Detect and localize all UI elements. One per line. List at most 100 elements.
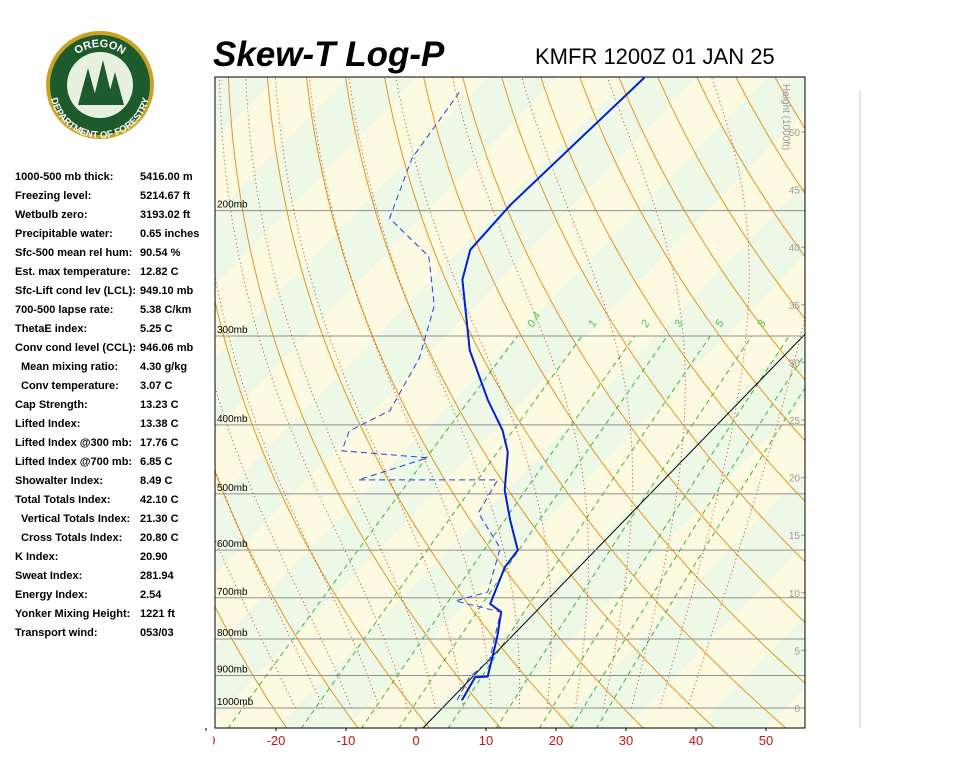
- x-tick-label: 10: [479, 733, 493, 748]
- isotherm-band: [215, 110, 805, 728]
- mixing-ratio-line: [398, 335, 668, 728]
- stat-label: Cap Strength:: [15, 399, 88, 411]
- moist-adiabat: [215, 274, 380, 709]
- stat-value: 5416.00 m: [140, 171, 193, 183]
- isotherm-band: [276, 182, 805, 728]
- mixing-ratio-line: [495, 335, 753, 728]
- chart-subtitle: KMFR 1200Z 01 JAN 25: [535, 44, 775, 69]
- y-tick-label: 1000mb: [217, 697, 254, 708]
- moist-adiabat: [607, 77, 686, 709]
- moist-adiabat: [308, 77, 492, 709]
- mixing-ratio-line: [596, 387, 805, 728]
- stat-label: Freezing level:: [15, 190, 91, 202]
- isotherm-band: [416, 326, 805, 728]
- isotherm-band: [215, 77, 488, 358]
- mixing-ratio-line: [361, 335, 636, 728]
- stat-value: 2.54: [140, 589, 162, 601]
- stat-value: 0.65 inches: [140, 228, 199, 240]
- stat-value: 5.38 C/km: [140, 304, 192, 316]
- profile: [341, 88, 502, 701]
- stat-label: Sweat Index:: [15, 570, 82, 582]
- stat-value: 13.38 C: [140, 418, 179, 430]
- temperature-line: [461, 77, 646, 701]
- stat-value: 6.85 C: [140, 456, 172, 468]
- height-tick-label: 0: [794, 704, 800, 715]
- height-tick-label: 35: [789, 301, 801, 312]
- stat-label: Lifted Index:: [15, 418, 80, 430]
- dry-adiabat: [215, 605, 288, 728]
- moist-adiabat: [348, 77, 521, 708]
- stat-label: 1000-500 mb thick:: [15, 171, 113, 183]
- dry-adiabat: [579, 77, 805, 442]
- plot-background: [215, 77, 960, 729]
- stat-value: 20.80 C: [140, 532, 179, 544]
- stat-value: 5214.67 ft: [140, 190, 190, 202]
- stat-value: 1221 ft: [140, 608, 175, 620]
- stat-value: 053/03: [140, 627, 174, 639]
- mixing-ratio-line: [570, 352, 805, 728]
- y-tick-label: 500mb: [217, 483, 248, 494]
- y-tick-label: 600mb: [217, 539, 248, 550]
- isotherm-band: [696, 615, 805, 728]
- logo-top: OREGON: [72, 38, 127, 57]
- dry-adiabat: [892, 78, 960, 729]
- stat-value: 8.49 C: [140, 475, 172, 487]
- x-tick-label: -10: [337, 733, 356, 748]
- stat-value: 4.30 g/kg: [140, 361, 187, 373]
- height-tick-label: 30: [789, 358, 801, 369]
- stat-label: Cross Totals Index:: [21, 532, 122, 544]
- isotherm-band: [215, 77, 418, 286]
- dry-adiabat: [618, 77, 805, 381]
- height-tick-label: 15: [789, 531, 801, 542]
- isotherm-band: [346, 254, 805, 728]
- dry-adiabat: [540, 77, 805, 502]
- y-tick-label: 200mb: [217, 200, 248, 211]
- stat-label: Yonker Mixing Height:: [15, 608, 130, 620]
- mixing-ratio-label: 1: [586, 318, 599, 329]
- height-tick-label: 10: [789, 589, 801, 600]
- stat-value: 281.94: [140, 570, 175, 582]
- moist-adiabat: [395, 77, 552, 709]
- stat-label: Mean mixing ratio:: [21, 361, 118, 373]
- stat-value: 949.10 mb: [140, 285, 193, 297]
- stat-label: Precipitable water:: [15, 228, 113, 240]
- zero-isotherm: [422, 333, 805, 728]
- stat-label: Sfc-Lift cond lev (LCL):: [15, 285, 136, 297]
- stat-value: 5.25 C: [140, 323, 172, 335]
- mixing-ratio-line: [539, 335, 790, 728]
- moist-adiabat: [521, 77, 633, 709]
- x-tick-label: 30: [619, 733, 633, 748]
- stat-value: 946.06 mb: [140, 342, 193, 354]
- stat-label: Showalter Index:: [15, 475, 103, 487]
- profile: [461, 77, 646, 701]
- x-tick-label: -20: [267, 733, 286, 748]
- stat-label: Total Totals Index:: [15, 494, 111, 506]
- x-tick-label: 0: [412, 733, 419, 748]
- y-tick-label: 300mb: [217, 325, 248, 336]
- mixing-ratio-line: [300, 335, 583, 728]
- isotherm-band: [556, 471, 805, 728]
- x-tick-label: 20: [549, 733, 563, 748]
- mixing-ratio-line: [447, 335, 711, 728]
- chart-title: Skew-T Log-P: [213, 35, 445, 74]
- y-tick-label: 800mb: [217, 628, 248, 639]
- stat-label: Lifted Index @700 mb:: [15, 456, 132, 468]
- stat-label: Lifted Index @300 mb:: [15, 437, 132, 449]
- stat-label: Transport wind:: [15, 627, 98, 639]
- y-tick-label: 700mb: [217, 587, 248, 598]
- dewpoint-line: [341, 88, 502, 701]
- stat-value: 90.54 %: [140, 247, 181, 259]
- stat-value: 3193.02 ft: [140, 209, 190, 221]
- isotherm-band: [626, 543, 805, 728]
- height-tick-label: 25: [789, 416, 801, 427]
- dry-adiabat: [931, 78, 960, 729]
- isotherm-band: [215, 77, 805, 719]
- dry-adiabat: [853, 78, 960, 729]
- moist-adiabat: [274, 77, 464, 709]
- stat-value: 12.82 C: [140, 266, 179, 278]
- stat-value: 13.23 C: [140, 399, 179, 411]
- mixing-ratio-line: [227, 335, 518, 728]
- height-tick-label: 45: [789, 186, 801, 197]
- stat-value: 21.30 C: [140, 513, 179, 525]
